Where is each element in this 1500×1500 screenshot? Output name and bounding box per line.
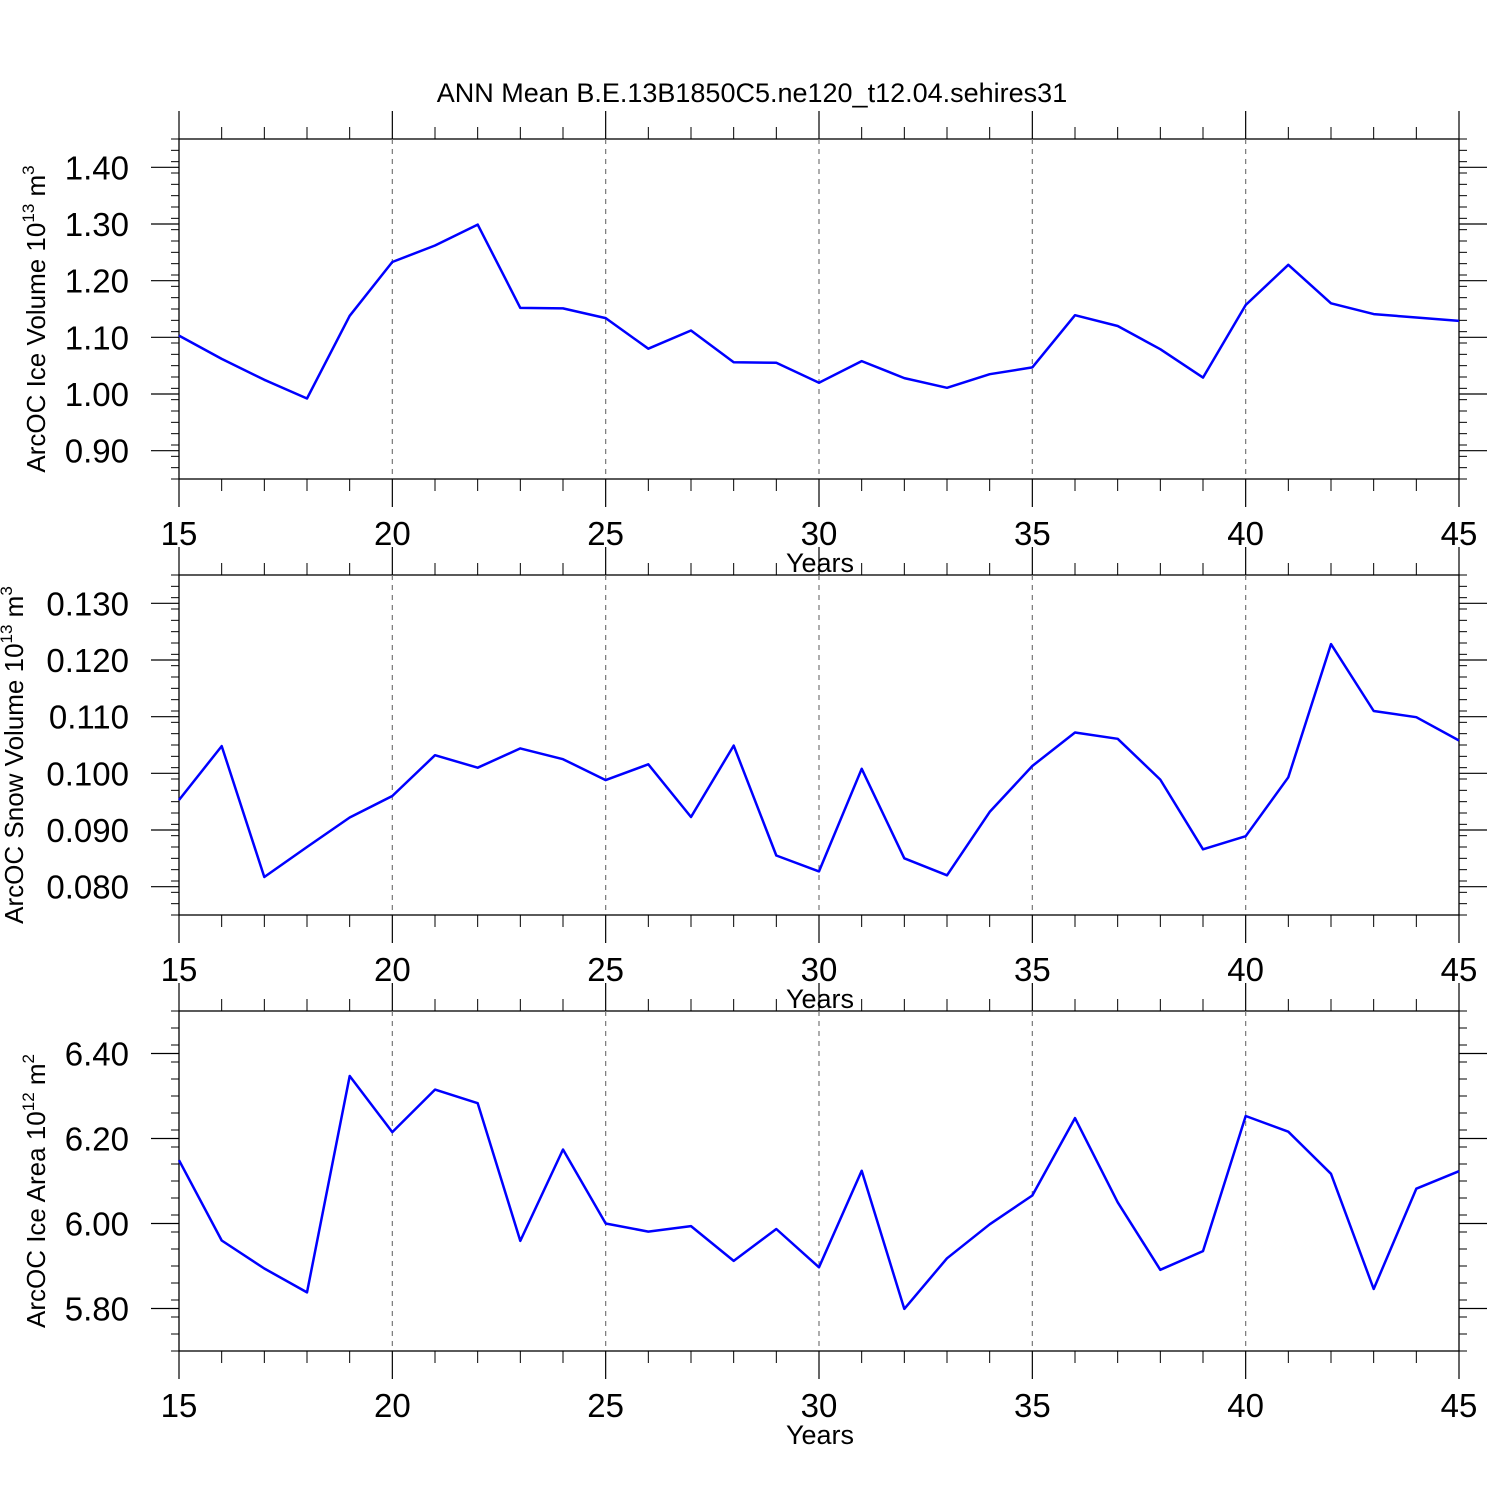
chart-title: ANN Mean B.E.13B1850C5.ne120_t12.04.sehi… xyxy=(437,78,1067,108)
panel-1-y-tick-label: 1.30 xyxy=(65,206,129,243)
panel-2-x-tick-label: 20 xyxy=(374,951,411,988)
panel-1-y-tick-label: 0.90 xyxy=(65,433,129,470)
panel-2-x-tick-label: 15 xyxy=(161,951,198,988)
panel-1-y-axis-label: ArcOC Ice Volume 1013 m3 xyxy=(19,165,51,472)
panel-3-x-tick-label: 35 xyxy=(1014,1387,1051,1424)
panel-2-series-line xyxy=(178,642,1460,879)
panel-1-y-tick-label: 1.10 xyxy=(65,319,129,356)
panel-3-x-tick-label: 40 xyxy=(1227,1387,1264,1424)
panel-1-x-tick-label: 30 xyxy=(801,515,838,552)
panel-2-x-tick-label: 35 xyxy=(1014,951,1051,988)
panel-2-x-tick-label: 30 xyxy=(801,951,838,988)
panel-1-x-tick-label: 35 xyxy=(1014,515,1051,552)
panel-2: 15 20 25 30 35 40 45 0.080 0.090 0.100 0.110 0.120 0… xyxy=(0,547,1487,1014)
panel-2-y-tick-label: 0.110 xyxy=(49,699,129,736)
panel-1-series-line xyxy=(178,223,1460,400)
panel-1: 15 20 25 30 35 40 45 0.90 1.00 1.10 1.20 1.30 1.40 Ye… xyxy=(19,111,1487,578)
panel-3-x-tick-label: 25 xyxy=(587,1387,624,1424)
panel-1-x-tick-label: 45 xyxy=(1441,515,1478,552)
panel-3-x-tick-label: 45 xyxy=(1441,1387,1478,1424)
panel-2-x-axis-label: Years xyxy=(786,984,854,1014)
panel-3-x-tick-label: 20 xyxy=(374,1387,411,1424)
panel-3-x-tick-label: 15 xyxy=(161,1387,198,1424)
panel-3-y-tick-label: 6.00 xyxy=(65,1206,129,1243)
panel-1-y-tick-label: 1.40 xyxy=(65,149,129,186)
panel-3: 15 20 25 30 35 40 45 5.80 6.00 6.20 6.40 Years ArcOC… xyxy=(19,983,1487,1450)
panel-2-y-tick-label: 0.100 xyxy=(46,755,129,792)
panel-2-y-tick-label: 0.080 xyxy=(46,869,129,906)
panel-1-y-tick-label: 1.20 xyxy=(65,263,129,300)
panel-1-x-tick-label: 20 xyxy=(374,515,411,552)
panel-2-y-tick-label: 0.090 xyxy=(46,812,129,849)
panel-1-x-tick-label: 40 xyxy=(1227,515,1264,552)
panel-3-y-tick-label: 6.40 xyxy=(65,1036,129,1073)
panel-1-y-tick-label: 1.00 xyxy=(65,376,129,413)
panel-3-y-tick-label: 5.80 xyxy=(65,1291,129,1328)
panel-2-y-axis-label: ArcOC Snow Volume 1013 m3 xyxy=(0,586,29,924)
panel-2-y-tick-label: 0.130 xyxy=(46,585,129,622)
panel-2-y-tick-label: 0.120 xyxy=(46,642,129,679)
panel-2-x-tick-label: 25 xyxy=(587,951,624,988)
panel-1-x-axis-label: Years xyxy=(786,548,854,578)
panel-2-x-tick-label: 45 xyxy=(1441,951,1478,988)
panel-3-y-axis-label: ArcOC Ice Area 1012 m2 xyxy=(19,1054,51,1328)
panel-3-series-line xyxy=(177,1074,1460,1311)
panel-3-y-tick-label: 6.20 xyxy=(65,1121,129,1158)
panel-1-x-tick-label: 25 xyxy=(587,515,624,552)
panel-3-x-tick-label: 30 xyxy=(801,1387,838,1424)
panel-2-x-tick-label: 40 xyxy=(1227,951,1264,988)
panel-1-x-tick-label: 15 xyxy=(161,515,198,552)
panel-3-x-axis-label: Years xyxy=(786,1420,854,1450)
